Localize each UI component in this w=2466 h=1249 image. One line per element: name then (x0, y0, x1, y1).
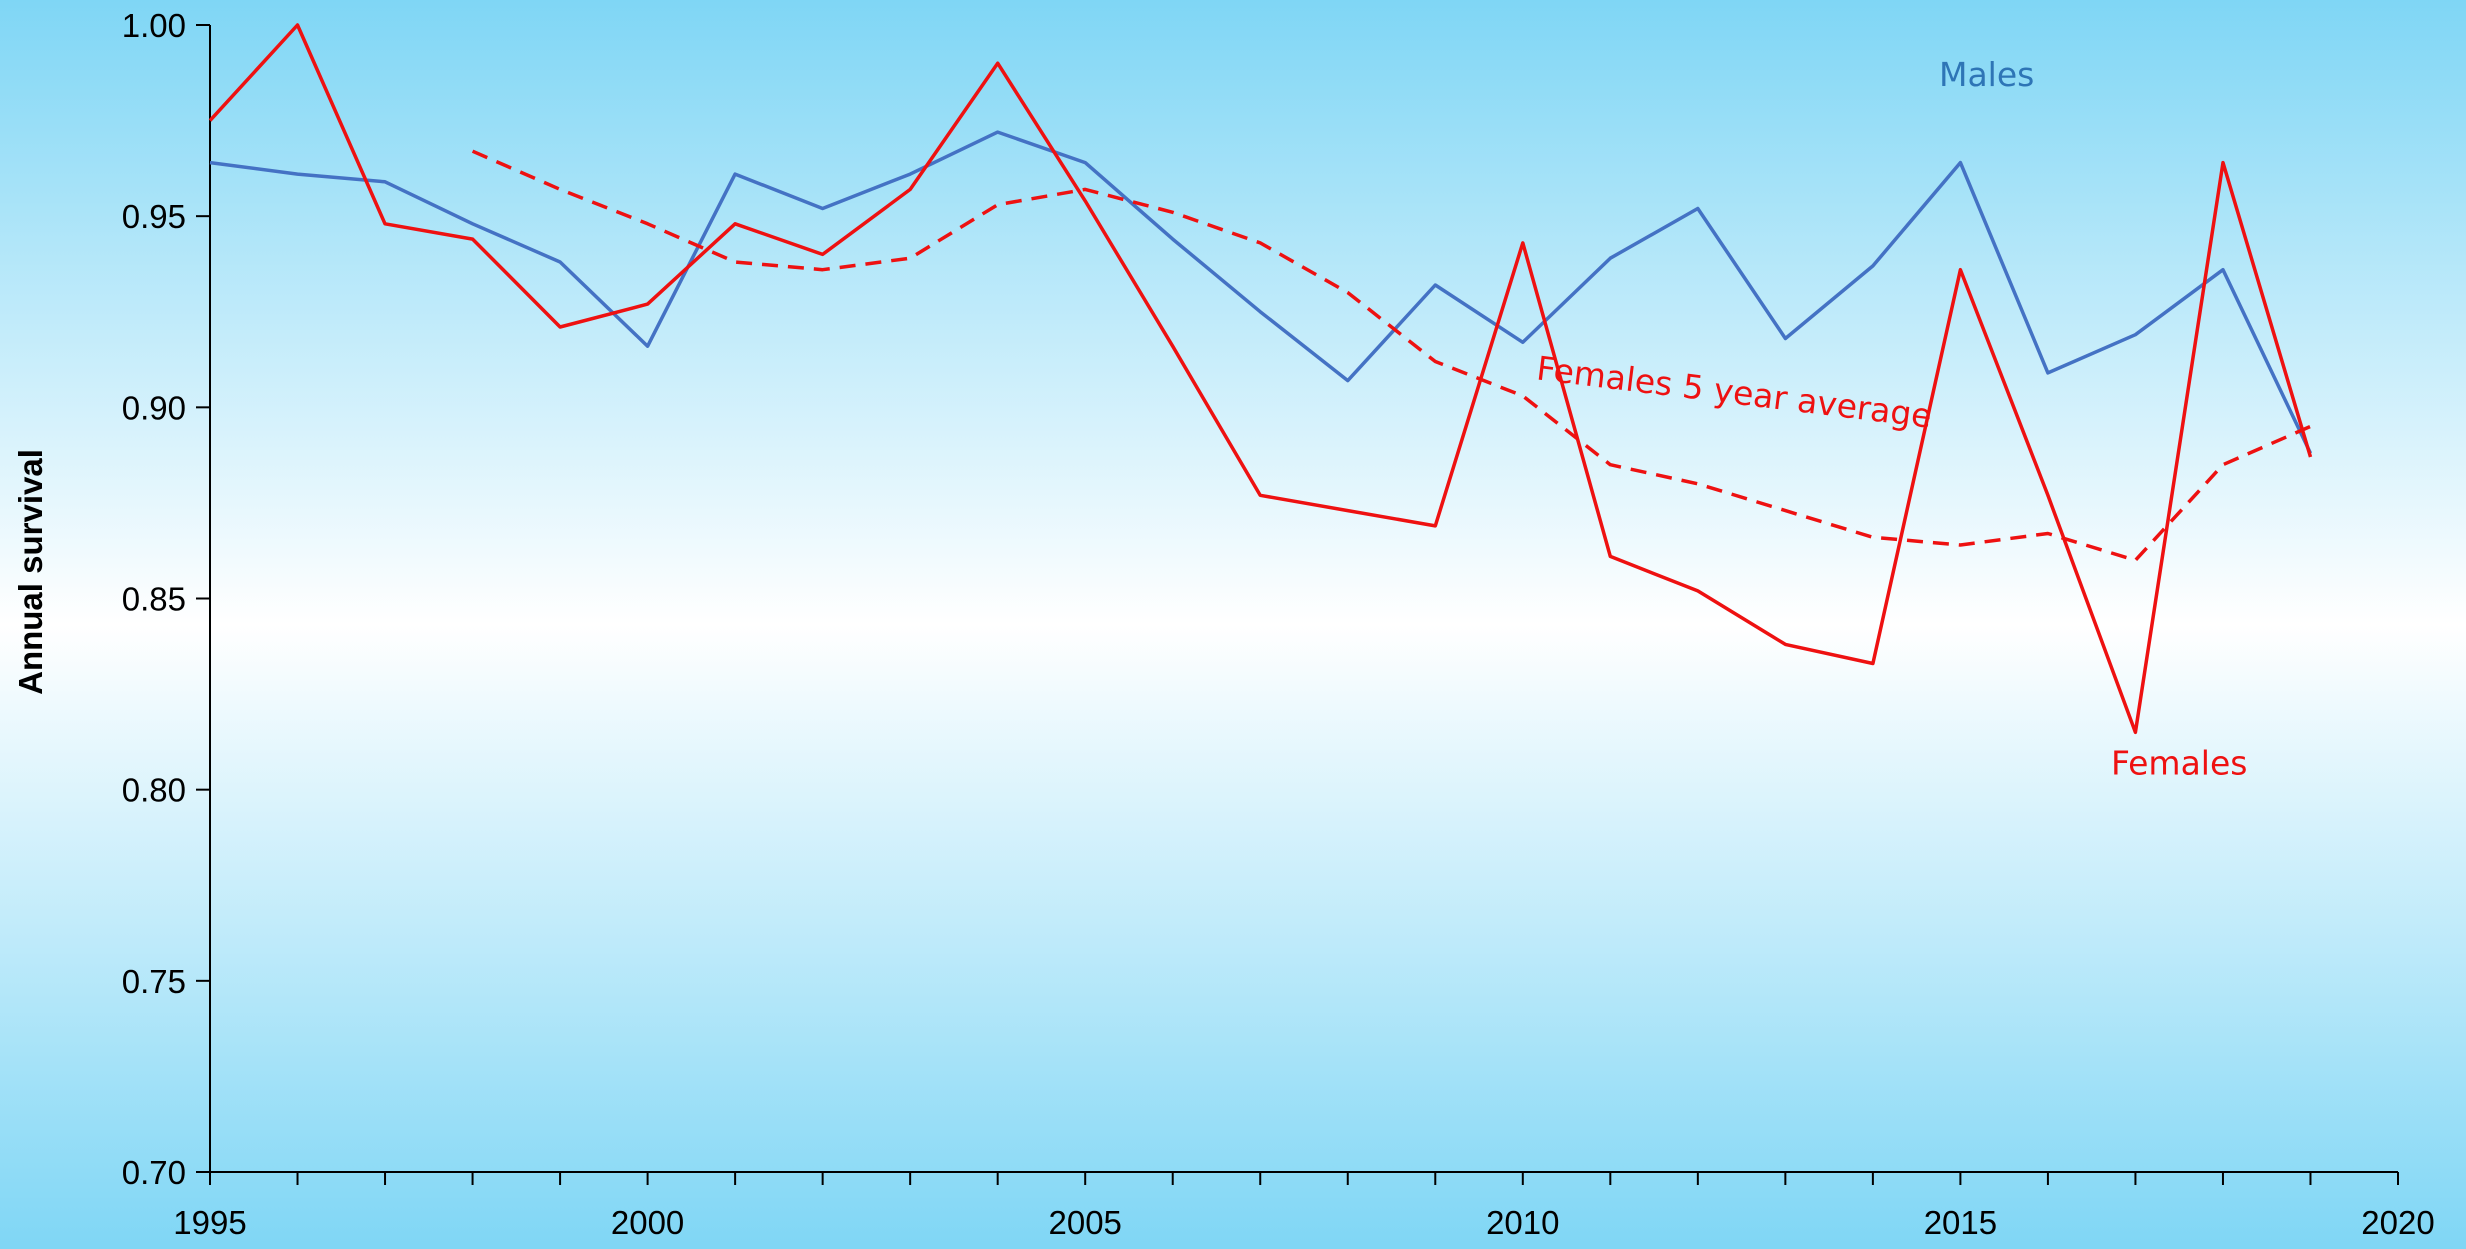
x-tick-label: 2015 (1924, 1204, 1997, 1241)
axes: 0.70 0.75 0.80 0.85 0.90 0.95 1.00 1995 2000 2005… (122, 7, 2435, 1241)
y-tick-label: 0.75 (122, 963, 186, 1000)
series-line-females-5-year-average (471, 149, 2312, 563)
series-line-females (208, 23, 2313, 735)
x-tick-label: 2020 (2361, 1204, 2434, 1241)
y-axis-title: Annual survival (12, 449, 49, 695)
y-tick-label: 1.00 (122, 7, 186, 44)
y-tick-label: 0.95 (122, 198, 186, 235)
y-tick-label: 0.90 (122, 389, 186, 426)
y-tick-label: 0.85 (122, 581, 186, 618)
series-label-males: Males (1939, 55, 2034, 94)
series-lines (208, 23, 2313, 735)
series-line-males (209, 130, 2313, 454)
y-tick-label: 0.80 (122, 772, 186, 809)
x-tick-label: 2005 (1048, 1204, 1121, 1241)
series-label-females: Females (2111, 743, 2248, 782)
y-tick-label: 0.70 (122, 1154, 186, 1191)
x-tick-label: 1995 (173, 1204, 246, 1241)
x-tick-label: 2000 (611, 1204, 684, 1241)
x-tick-label: 2010 (1486, 1204, 1559, 1241)
